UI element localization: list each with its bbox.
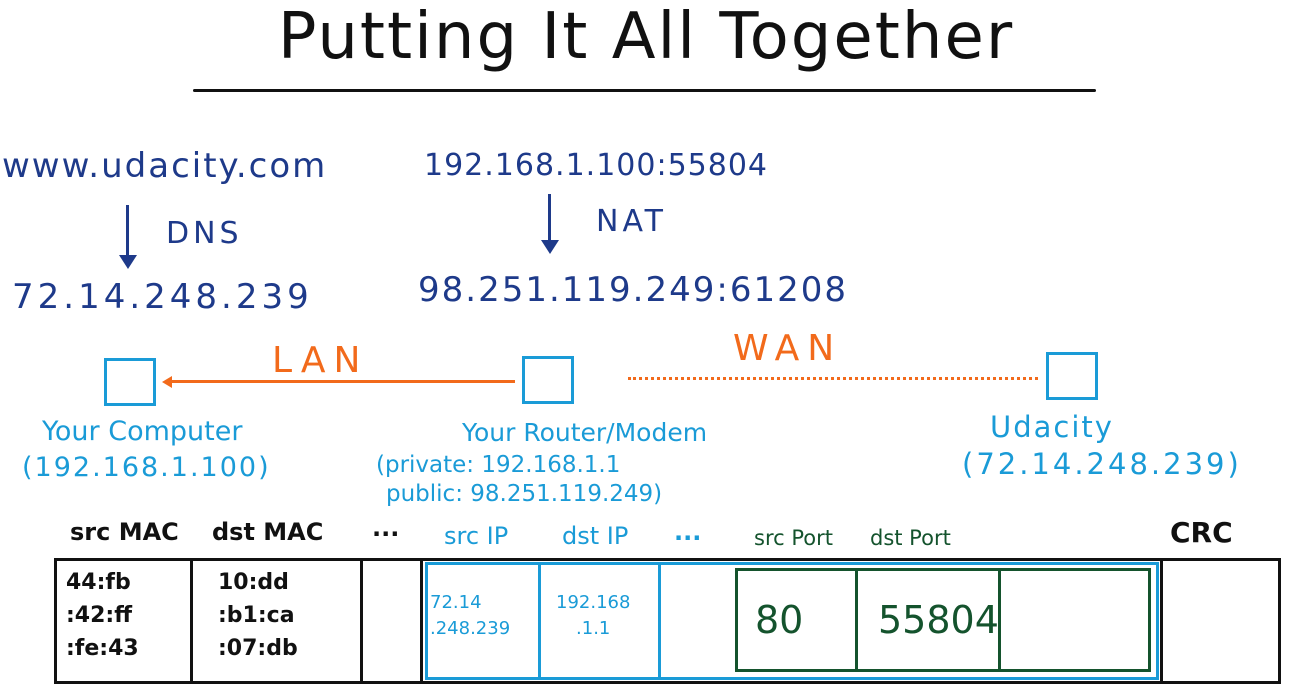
divider-ellipsis bbox=[420, 558, 423, 684]
src-mac-value: 44:fb :42:ff :fe:43 bbox=[66, 570, 139, 661]
nat-arrow-down-icon bbox=[541, 240, 559, 254]
dns-resolved-ip: 72.14.248.239 bbox=[12, 277, 313, 317]
udacity-ip: (72.14.248.239) bbox=[962, 447, 1242, 481]
computer-name: Your Computer bbox=[42, 416, 243, 447]
header-src-ip: src IP bbox=[444, 522, 509, 550]
divider-dst-mac bbox=[360, 558, 363, 684]
header-dst-port: dst Port bbox=[870, 526, 951, 550]
udacity-node bbox=[1046, 352, 1098, 400]
dst-ip-value: 192.168 .1.1 bbox=[556, 592, 631, 639]
router-public-ip: public: 98.251.119.249) bbox=[386, 481, 663, 507]
divider-mac bbox=[190, 558, 193, 684]
public-address: 98.251.119.249:61208 bbox=[418, 270, 848, 310]
dst-port-value: 55804 bbox=[878, 598, 999, 642]
title-underline bbox=[193, 89, 1096, 92]
transport-header-box bbox=[735, 568, 1151, 672]
header-ellipsis-1: ... bbox=[372, 514, 400, 542]
domain-name: www.udacity.com bbox=[2, 146, 328, 186]
dst-mac-value: 10:dd :b1:ca :07:db bbox=[218, 570, 298, 661]
lan-arrowhead-icon bbox=[162, 376, 172, 388]
header-src-port: src Port bbox=[754, 526, 833, 550]
wan-label: WAN bbox=[733, 328, 843, 369]
dns-arrow-shaft bbox=[126, 205, 129, 255]
nat-label: NAT bbox=[596, 204, 667, 239]
nat-arrow-shaft bbox=[548, 194, 551, 240]
divider-dst-port bbox=[998, 568, 1001, 672]
src-ip-value: 72.14 .248.239 bbox=[430, 592, 511, 639]
packet-frame bbox=[54, 558, 1281, 684]
lan-link bbox=[170, 380, 515, 383]
divider-src-ip bbox=[538, 562, 541, 680]
divider-dst-ip bbox=[658, 562, 661, 680]
header-ellipsis-2: ... bbox=[674, 518, 702, 546]
router-node bbox=[522, 356, 574, 404]
router-name: Your Router/Modem bbox=[462, 418, 708, 447]
header-src-mac: src MAC bbox=[70, 518, 179, 546]
router-private-ip: (private: 192.168.1.1 bbox=[376, 452, 621, 478]
private-address: 192.168.1.100:55804 bbox=[424, 148, 769, 183]
ip-header-box bbox=[425, 562, 1159, 680]
dns-label: DNS bbox=[166, 216, 243, 251]
lan-label: LAN bbox=[272, 340, 369, 381]
header-dst-ip: dst IP bbox=[562, 522, 629, 550]
computer-node bbox=[104, 358, 156, 406]
udacity-name: Udacity bbox=[990, 410, 1114, 444]
divider-crc bbox=[1160, 558, 1163, 684]
divider-src-port bbox=[855, 568, 858, 672]
computer-ip: (192.168.1.100) bbox=[22, 452, 271, 483]
dns-arrow-down-icon bbox=[119, 255, 137, 269]
header-crc: CRC bbox=[1170, 516, 1233, 549]
page-title: Putting It All Together bbox=[277, 0, 1015, 74]
src-port-value: 80 bbox=[755, 598, 804, 642]
wan-link bbox=[628, 377, 1038, 380]
header-dst-mac: dst MAC bbox=[212, 518, 324, 546]
